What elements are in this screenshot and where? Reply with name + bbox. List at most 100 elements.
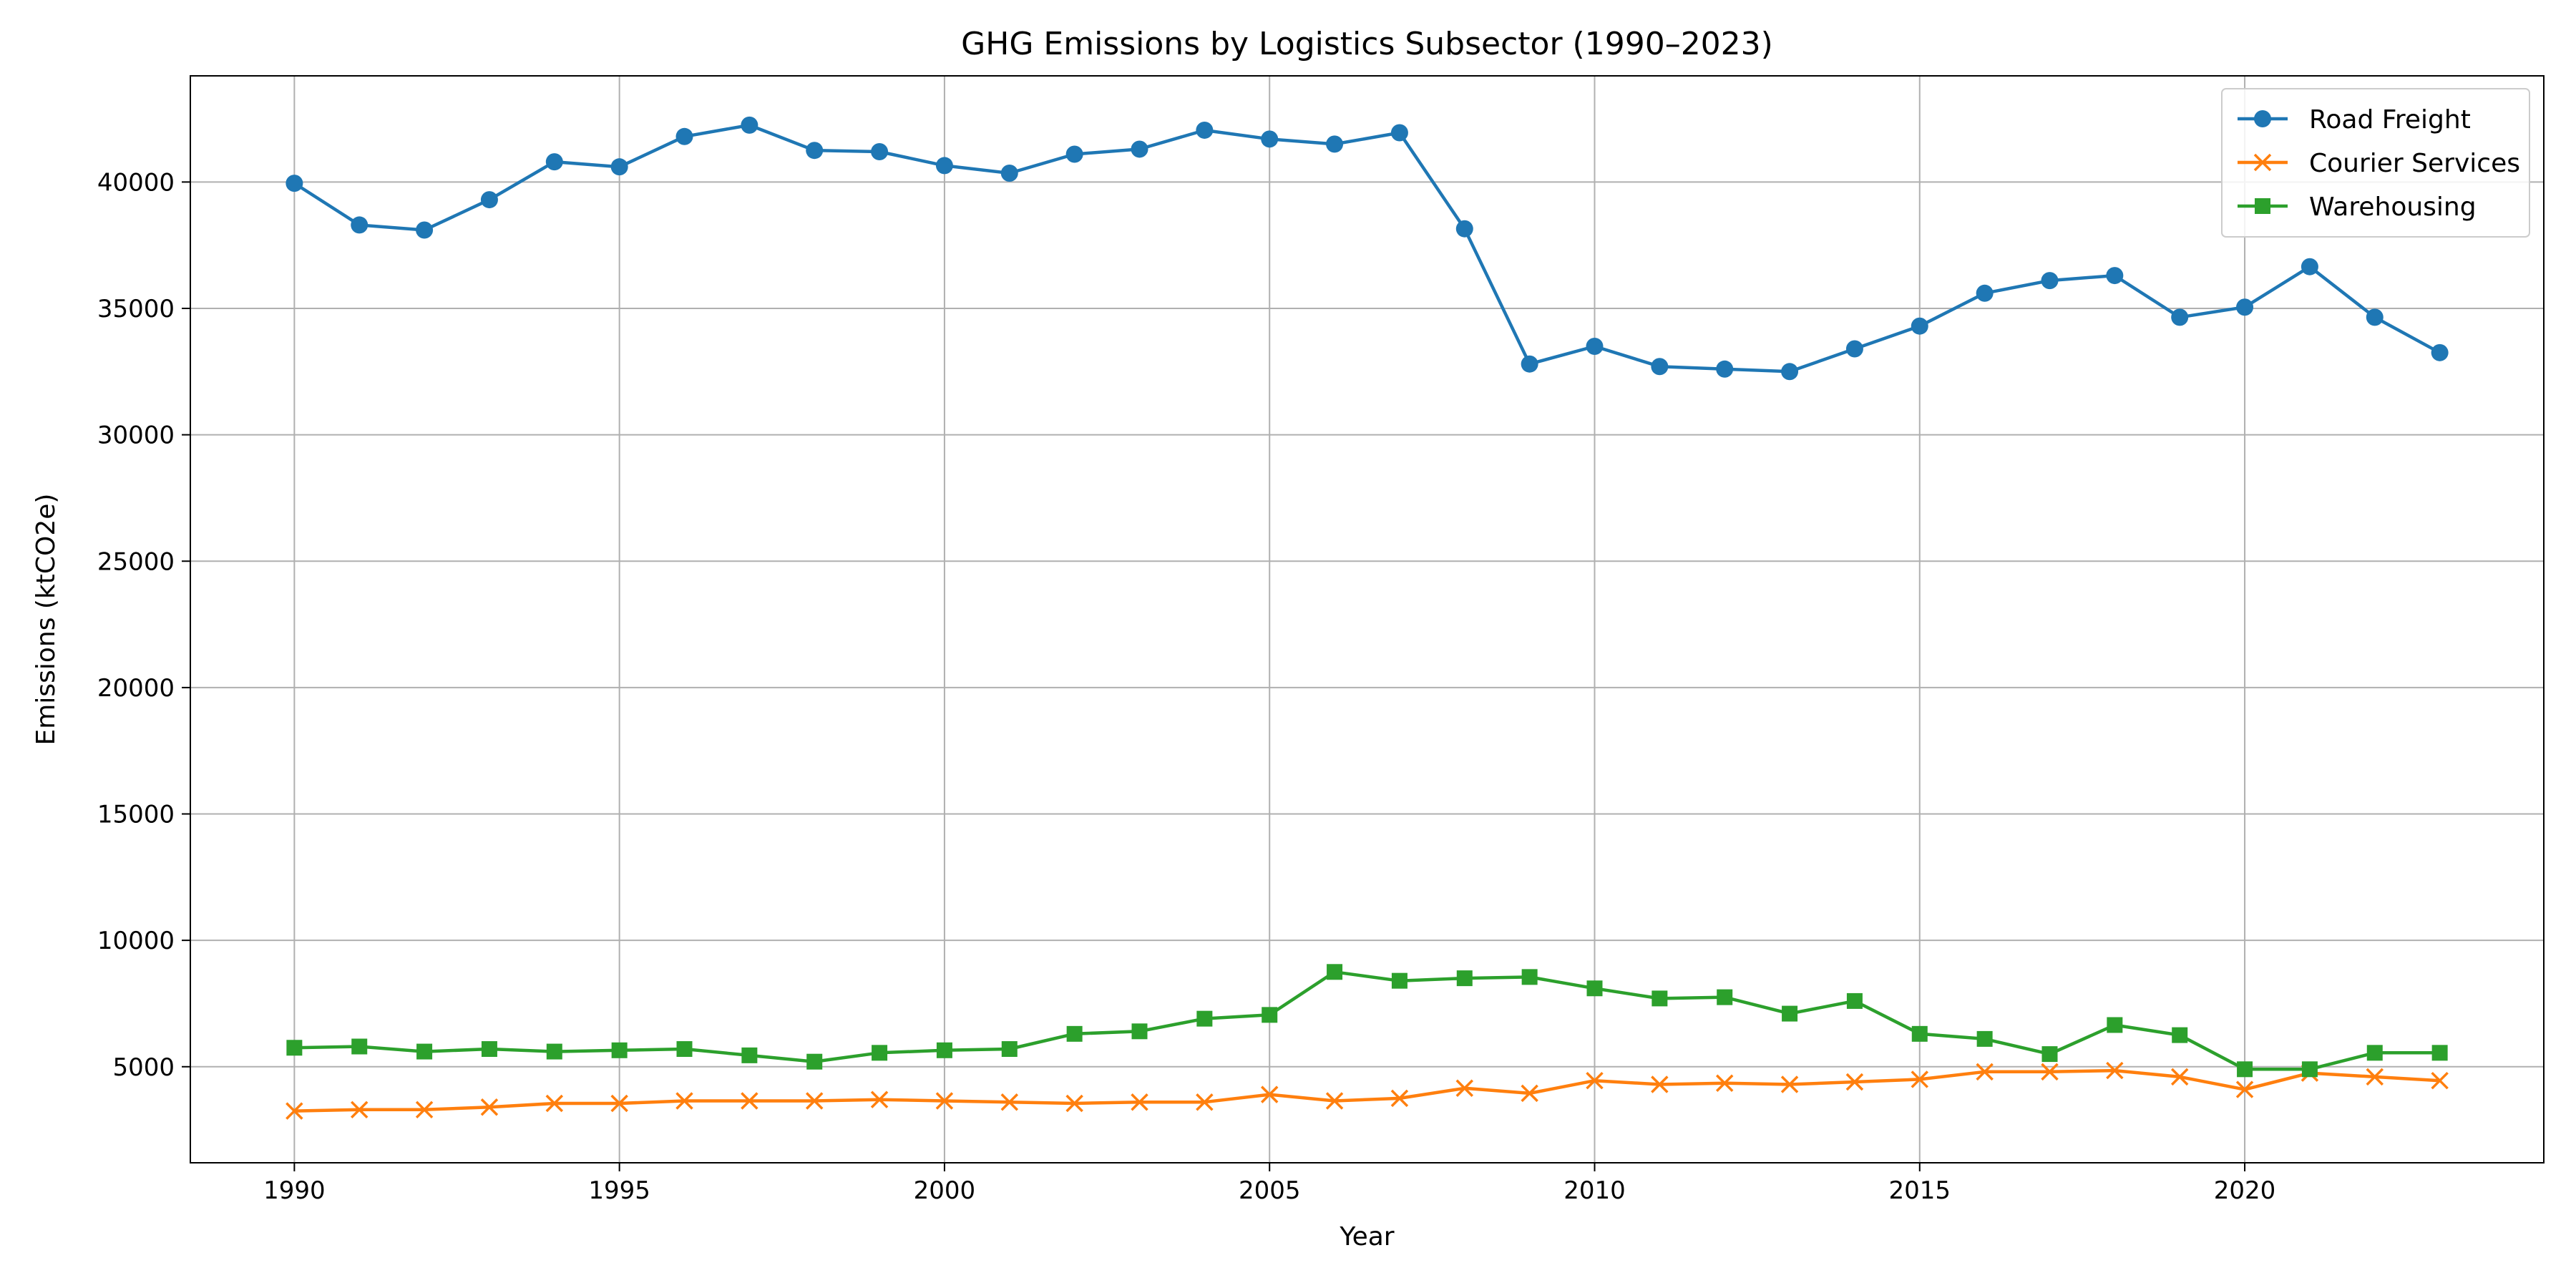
x-tick-label: 1990 [263, 1176, 326, 1205]
data-point-warehousing [2366, 1045, 2383, 1061]
data-point-courier-services [1325, 1092, 1344, 1110]
data-point-warehousing [611, 1042, 628, 1058]
y-tick-label: 15000 [97, 801, 175, 829]
data-point-road-freight [1521, 355, 1538, 373]
data-point-road-freight [1000, 165, 1018, 182]
legend-item-road-freight: Road Freight [2238, 105, 2471, 135]
y-tick-label: 10000 [97, 927, 175, 955]
data-point-road-freight [1781, 363, 1799, 381]
data-point-road-freight [675, 127, 693, 145]
data-point-road-freight [2431, 343, 2449, 361]
data-point-courier-services [805, 1092, 824, 1110]
legend-label-courier-services: Courier Services [2309, 149, 2520, 178]
x-axis: 1990 1995 2000 2005 2010 2015 2020 [263, 1163, 2275, 1205]
data-point-warehousing [1846, 992, 1863, 1009]
data-point-courier-services [1911, 1070, 1929, 1088]
data-point-warehousing [1327, 964, 1343, 980]
data-point-road-freight [1976, 284, 1994, 302]
data-point-courier-services [741, 1092, 758, 1110]
data-point-warehousing [1911, 1025, 1928, 1042]
data-point-road-freight [2041, 272, 2059, 290]
data-point-warehousing [2172, 1027, 2188, 1043]
data-point-warehousing [1196, 1010, 1213, 1027]
data-point-road-freight [416, 221, 434, 239]
legend-label-warehousing: Warehousing [2309, 192, 2477, 222]
data-point-road-freight [1390, 124, 1408, 142]
data-point-courier-services [1651, 1075, 1669, 1093]
y-tick-label: 5000 [112, 1053, 175, 1082]
data-point-warehousing [676, 1041, 693, 1058]
legend-marker-courier-services [2253, 153, 2272, 172]
x-tick-label: 2010 [1563, 1176, 1626, 1205]
data-point-road-freight [935, 157, 953, 175]
data-point-road-freight [545, 153, 563, 171]
data-point-warehousing [2107, 1017, 2123, 1033]
data-point-warehousing [1586, 980, 1603, 997]
series-line-courier-services [294, 1068, 2440, 1113]
data-point-courier-services [1780, 1075, 1799, 1093]
data-point-courier-services [1715, 1074, 1734, 1092]
data-point-courier-services [286, 1102, 303, 1120]
data-point-courier-services [1390, 1089, 1409, 1108]
data-point-warehousing [1262, 1007, 1278, 1023]
x-tick-label: 1995 [588, 1176, 650, 1205]
data-point-warehousing [1131, 1023, 1148, 1040]
data-point-courier-services [1000, 1093, 1019, 1111]
data-point-warehousing [2301, 1061, 2318, 1078]
grid [190, 76, 2544, 1163]
series-line-road-freight [293, 123, 2441, 374]
data-point-warehousing [1652, 990, 1668, 1007]
data-point-road-freight [2366, 308, 2384, 326]
x-tick-label: 2000 [914, 1176, 976, 1205]
data-point-courier-services [1455, 1079, 1474, 1098]
series-road-freight [286, 116, 2449, 381]
data-point-courier-services [2041, 1063, 2059, 1081]
series-courier-services [286, 1061, 2449, 1120]
legend-marker-warehousing [2255, 198, 2270, 214]
data-point-road-freight [1065, 145, 1083, 163]
data-point-road-freight [2106, 267, 2124, 285]
data-point-warehousing [286, 1040, 303, 1056]
y-axis-label: Emissions (ktCO2e) [31, 494, 61, 746]
data-point-warehousing [806, 1053, 823, 1070]
y-tick-label: 25000 [97, 547, 175, 576]
x-axis-label: Year [1339, 1222, 1394, 1252]
chart-title: GHG Emissions by Logistics Subsector (19… [961, 26, 1773, 62]
data-point-courier-services [350, 1101, 369, 1119]
x-tick-label: 2020 [2214, 1176, 2276, 1205]
data-point-courier-services [2366, 1068, 2384, 1086]
data-point-courier-services [610, 1094, 628, 1113]
data-point-warehousing [872, 1045, 888, 1061]
data-point-road-freight [1326, 135, 1344, 153]
data-point-warehousing [2431, 1045, 2448, 1061]
data-point-warehousing [351, 1038, 368, 1055]
data-point-road-freight [741, 116, 758, 134]
data-point-road-freight [1911, 317, 1928, 335]
data-point-courier-services [2106, 1061, 2124, 1080]
data-point-road-freight [1586, 337, 1604, 355]
data-point-warehousing [1391, 972, 1407, 989]
series-warehousing [286, 964, 2448, 1078]
data-point-courier-services [1976, 1063, 1994, 1081]
data-point-warehousing [416, 1043, 433, 1060]
data-point-warehousing [1976, 1030, 1993, 1047]
data-point-courier-services [935, 1092, 954, 1110]
data-point-warehousing [1456, 970, 1473, 987]
data-point-warehousing [1001, 1041, 1018, 1058]
data-point-warehousing [2237, 1061, 2253, 1078]
data-point-warehousing [1782, 1005, 1798, 1022]
data-point-courier-services [1845, 1073, 1864, 1091]
data-point-road-freight [1455, 220, 1473, 238]
y-tick-label: 40000 [97, 168, 175, 197]
data-point-road-freight [871, 142, 889, 160]
data-point-courier-services [1586, 1071, 1604, 1090]
series-layer [286, 116, 2449, 1120]
data-point-courier-services [480, 1098, 499, 1116]
data-point-warehousing [741, 1047, 758, 1063]
data-point-road-freight [1131, 140, 1148, 158]
data-point-courier-services [2170, 1068, 2189, 1086]
legend-box [2221, 88, 2530, 238]
data-point-warehousing [1066, 1025, 1083, 1042]
